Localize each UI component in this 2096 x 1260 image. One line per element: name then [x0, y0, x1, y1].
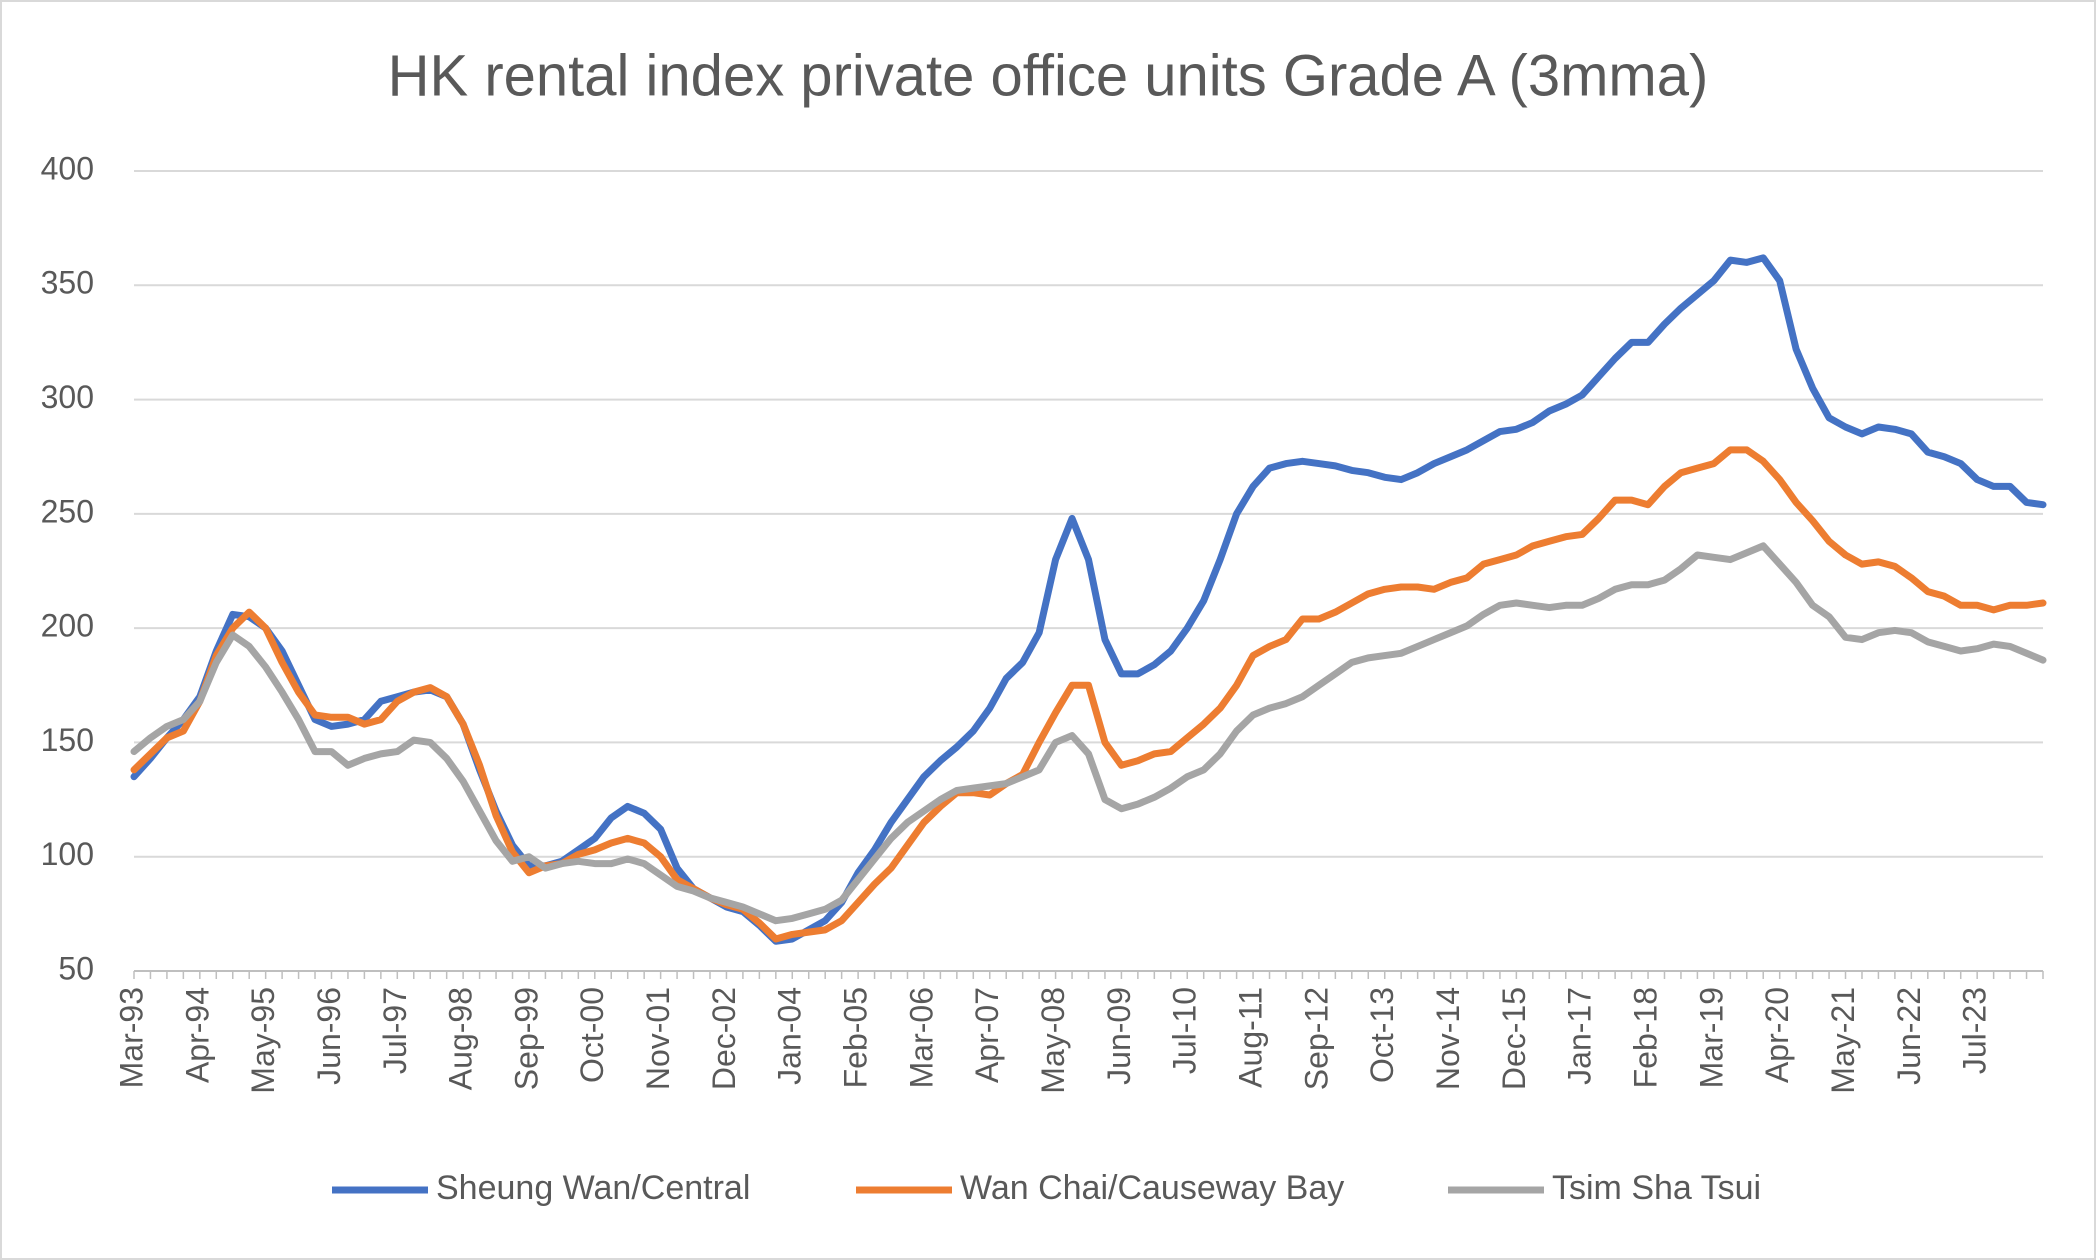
x-tick-label: Jul-10	[1167, 987, 1203, 1074]
x-tick-label: Oct-00	[574, 987, 610, 1083]
x-tick-label: May-95	[245, 987, 281, 1094]
x-tick-label: Nov-14	[1430, 987, 1466, 1090]
x-tick-label: Jul-97	[377, 987, 413, 1074]
x-tick-label: Feb-05	[838, 987, 874, 1088]
x-tick-label: Dec-02	[706, 987, 742, 1090]
x-tick-label: Jan-04	[772, 987, 808, 1085]
chart-title: HK rental index private office units Gra…	[388, 43, 1709, 108]
x-tick-label: Jul-23	[1957, 987, 1993, 1074]
x-tick-label: Oct-13	[1364, 987, 1400, 1083]
x-tick-label: Mar-19	[1693, 987, 1729, 1088]
x-tick-label: Mar-06	[903, 987, 939, 1088]
legend-label: Tsim Sha Tsui	[1552, 1169, 1761, 1207]
x-tick-label: Jan-17	[1562, 987, 1598, 1085]
x-tick-label: May-21	[1825, 987, 1861, 1094]
x-tick-label: Apr-20	[1759, 987, 1795, 1083]
y-tick-label: 50	[58, 950, 94, 986]
x-tick-label: Jun-96	[311, 987, 347, 1085]
x-tick-label: Apr-07	[969, 987, 1005, 1083]
y-tick-label: 350	[41, 265, 94, 301]
y-tick-label: 100	[41, 836, 94, 872]
x-tick-label: Aug-98	[443, 987, 479, 1090]
x-tick-label: Apr-94	[179, 987, 215, 1083]
x-tick-label: Aug-11	[1233, 987, 1269, 1088]
y-tick-label: 400	[41, 150, 94, 186]
y-tick-label: 150	[41, 722, 94, 758]
x-tick-label: Sep-99	[508, 987, 544, 1090]
x-tick-label: May-08	[1035, 987, 1071, 1094]
x-tick-label: Jun-09	[1101, 987, 1137, 1085]
x-tick-label: Nov-01	[640, 987, 676, 1090]
x-tick-label: Sep-12	[1298, 987, 1334, 1090]
x-tick-label: Jun-22	[1891, 987, 1927, 1085]
x-tick-label: Mar-93	[113, 987, 149, 1088]
legend-label: Wan Chai/Causeway Bay	[960, 1169, 1344, 1207]
x-tick-label: Dec-15	[1496, 987, 1532, 1090]
series-line	[130, 446, 2047, 943]
legend-label: Sheung Wan/Central	[436, 1169, 750, 1207]
y-tick-label: 300	[41, 379, 94, 415]
y-tick-label: 200	[41, 608, 94, 644]
series-line	[130, 542, 2047, 925]
y-tick-label: 250	[41, 493, 94, 529]
x-tick-label: Feb-18	[1627, 987, 1663, 1088]
